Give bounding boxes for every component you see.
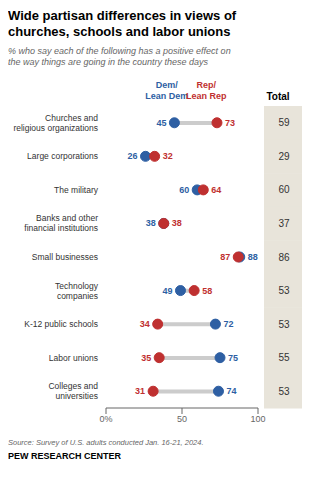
svg-text:50: 50 bbox=[177, 414, 187, 424]
svg-text:55: 55 bbox=[278, 352, 290, 363]
svg-text:The military: The military bbox=[54, 185, 99, 195]
svg-text:K-12 public schools: K-12 public schools bbox=[24, 319, 98, 329]
svg-text:26: 26 bbox=[128, 151, 138, 161]
svg-text:59: 59 bbox=[278, 117, 290, 128]
html-text:Dem/ Lean Dem: Dem/ Lean Dem bbox=[145, 80, 189, 101]
svg-text:0%: 0% bbox=[99, 414, 112, 424]
svg-text:72: 72 bbox=[223, 319, 233, 329]
svg-text:Labor unions: Labor unions bbox=[49, 353, 98, 363]
svg-text:35: 35 bbox=[141, 353, 151, 363]
svg-text:53: 53 bbox=[278, 285, 290, 296]
svg-text:60: 60 bbox=[179, 185, 189, 195]
svg-text:87: 87 bbox=[220, 252, 230, 262]
svg-text:100: 100 bbox=[250, 414, 265, 424]
svg-text:Small businesses: Small businesses bbox=[32, 252, 98, 262]
svg-text:31: 31 bbox=[135, 386, 145, 396]
svg-text:29: 29 bbox=[278, 151, 290, 162]
svg-text:Churches andreligious organiza: Churches andreligious organizations bbox=[13, 113, 98, 133]
svg-text:34: 34 bbox=[140, 319, 150, 329]
svg-text:37: 37 bbox=[278, 218, 290, 229]
svg-text:88: 88 bbox=[248, 252, 258, 262]
html-text:Total: Total bbox=[266, 91, 290, 102]
svg-text:49: 49 bbox=[162, 286, 172, 296]
svg-text:53: 53 bbox=[278, 386, 290, 397]
html-text:PEW RESEARCH CENTER: PEW RESEARCH CENTER bbox=[8, 451, 121, 461]
svg-text:Technologycompanies: Technologycompanies bbox=[55, 281, 99, 301]
svg-text:45: 45 bbox=[156, 118, 166, 128]
svg-text:64: 64 bbox=[211, 185, 221, 195]
svg-text:60: 60 bbox=[278, 184, 290, 195]
svg-text:Colleges anduniversities: Colleges anduniversities bbox=[48, 381, 98, 401]
svg-text:74: 74 bbox=[226, 386, 236, 396]
svg-text:58: 58 bbox=[202, 286, 212, 296]
html-text:Rep/ Lean Rep: Rep/ Lean Rep bbox=[186, 80, 227, 101]
svg-text:38: 38 bbox=[172, 218, 182, 228]
svg-text:73: 73 bbox=[225, 118, 235, 128]
svg-text:38: 38 bbox=[146, 218, 156, 228]
html-text:% who say each of the followin: % who say each of the following has a po… bbox=[8, 46, 231, 67]
svg-text:Banks and otherfinancial insti: Banks and otherfinancial institutions bbox=[24, 213, 98, 233]
html-text:Wide partisan differences in v: Wide partisan differences in views of ch… bbox=[8, 8, 237, 39]
html-text:Source: Survey of U.S. adults: Source: Survey of U.S. adults conducted … bbox=[8, 438, 204, 447]
svg-text:Large corporations: Large corporations bbox=[27, 151, 98, 161]
svg-text:75: 75 bbox=[228, 353, 238, 363]
svg-text:53: 53 bbox=[278, 319, 290, 330]
svg-text:86: 86 bbox=[278, 252, 290, 263]
svg-text:32: 32 bbox=[163, 151, 173, 161]
